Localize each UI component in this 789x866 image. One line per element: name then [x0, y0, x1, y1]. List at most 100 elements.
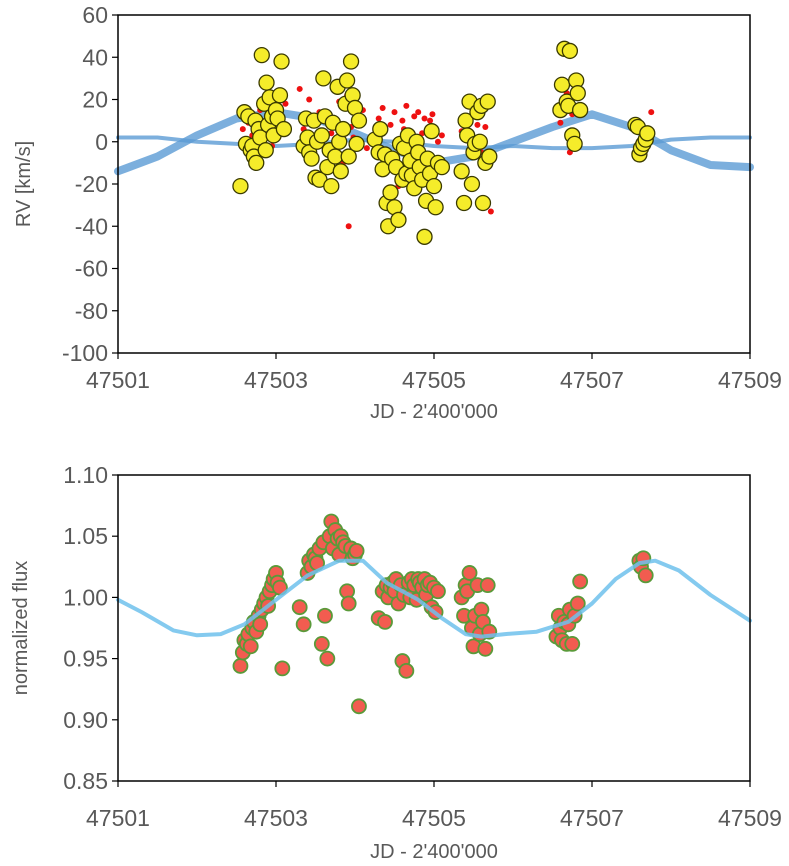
flux-y-axis-label: normalized flux: [10, 561, 32, 696]
flux-point: [572, 573, 589, 590]
rv-y-axis-label: RV [km/s]: [13, 141, 35, 227]
rv-primary-point: [566, 135, 583, 153]
rv-primary-point: [275, 120, 293, 138]
rv-x-tick-label: 47509: [718, 367, 782, 393]
flux-y-tick-label: 1.10: [63, 462, 108, 488]
flux-ticks-layer: 1.10 1.05 1.00 0.95 0.90 0.85 47501 47503 47505 4…: [63, 462, 782, 831]
rv-primary-point: [323, 177, 340, 195]
rv-primary-point: [332, 163, 349, 180]
flux-point: [430, 583, 446, 600]
rv-y-tick-label: -60: [75, 256, 108, 282]
flux-x-tick-label: 47509: [718, 805, 782, 831]
flux-point: [291, 599, 308, 616]
rv-primary-point: [471, 133, 488, 150]
rv-secondary-point: [379, 104, 386, 111]
rv-secondary-point: [296, 85, 303, 92]
rv-primary-point: [553, 76, 571, 93]
rv-primary-point: [390, 211, 407, 229]
rv-primary-point: [257, 142, 274, 159]
rv-primary-point: [340, 148, 357, 165]
flux-point: [351, 698, 367, 715]
flux-point: [377, 613, 393, 630]
rv-primary-point: [253, 46, 270, 64]
rv-secondary-point: [239, 126, 246, 133]
rv-secondary-point: [438, 132, 445, 139]
rv-primary-point: [416, 228, 433, 245]
rv-x-axis-label: JD - 2'400'000: [370, 401, 498, 423]
rv-primary-point: [455, 194, 473, 212]
rv-y-tick-label: 20: [82, 87, 108, 113]
rv-primary-point: [313, 127, 330, 144]
rv-secondary-point: [648, 109, 655, 116]
rv-primary-point: [481, 148, 498, 165]
flux-point: [637, 567, 654, 584]
flux-point: [295, 616, 312, 633]
rv-primary-point: [423, 123, 440, 140]
rv-x-tick-label: 47501: [86, 367, 150, 393]
flux-point: [319, 650, 336, 667]
flux-point: [461, 565, 478, 581]
rv-secondary-point: [399, 117, 406, 124]
rv-primary-point: [474, 194, 492, 212]
flux-model-curve: [116, 558, 752, 639]
flux-model-layer: [116, 558, 752, 639]
rv-primary-point: [334, 120, 352, 138]
flux-x-tick-label: 47507: [560, 805, 624, 831]
flux-point: [317, 607, 333, 624]
flux-point: [232, 658, 249, 674]
rv-y-tick-label: -80: [75, 298, 108, 324]
flux-y-tick-label: 1.05: [63, 523, 108, 549]
flux-points-layer: [232, 513, 654, 715]
rv-primary-point: [315, 70, 332, 87]
rv-secondary-point: [434, 138, 441, 145]
flux-x-tick-label: 47503: [244, 805, 308, 831]
flux-plot-frame: [117, 474, 751, 782]
flux-point: [340, 595, 357, 612]
rv-primary-point: [258, 74, 275, 91]
rv-primary-point: [248, 154, 265, 172]
rv-primary-point: [342, 53, 360, 70]
flux-point: [242, 638, 259, 655]
rv-primary-point: [453, 163, 470, 180]
rv-y-tick-label: -40: [75, 213, 108, 239]
flux-point: [477, 640, 494, 657]
rv-primary-point: [327, 148, 344, 165]
rv-primary-point: [425, 177, 443, 195]
rv-secondary-point: [306, 96, 313, 103]
rv-secondary-point: [391, 109, 398, 116]
rv-primary-point: [232, 177, 249, 195]
rv-primary-point: [561, 42, 579, 60]
rv-secondary-point: [387, 121, 394, 128]
rv-y-tick-label: 40: [82, 44, 108, 70]
rv-secondary-point: [345, 223, 352, 230]
rv-primary-point: [303, 150, 320, 167]
rv-primary-point: [382, 184, 399, 201]
rv-primary-points-layer: [232, 40, 656, 245]
flux-point: [274, 660, 291, 677]
rv-secondary-point: [421, 115, 428, 122]
rv-y-tick-label: -20: [75, 171, 108, 197]
flux-point: [479, 577, 496, 594]
rv-x-tick-label: 47503: [244, 367, 308, 393]
rv-primary-point: [569, 85, 586, 102]
flux-y-tick-label: 1.00: [63, 584, 108, 610]
rv-secondary-point: [429, 111, 436, 118]
rv-secondary-point: [427, 117, 434, 124]
flux-point: [348, 542, 365, 559]
rv-secondary-point: [363, 145, 370, 152]
rv-secondary-point: [415, 109, 422, 116]
rv-primary-point: [463, 175, 481, 193]
rv-secondary-point: [474, 121, 481, 128]
rv-primary-point: [271, 87, 289, 104]
rv-secondary-point: [557, 119, 564, 126]
rv-primary-point: [273, 53, 290, 70]
rv-secondary-point: [487, 208, 494, 215]
flux-x-tick-label: 47501: [86, 805, 150, 831]
flux-x-tick-label: 47505: [402, 805, 466, 831]
rv-primary-point: [427, 199, 444, 216]
rv-primary-point: [348, 135, 365, 153]
rv-primary-point: [338, 72, 356, 89]
